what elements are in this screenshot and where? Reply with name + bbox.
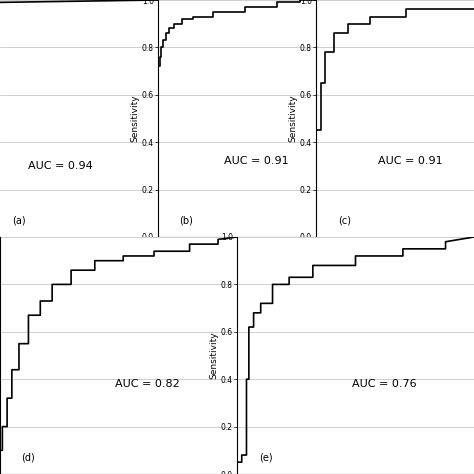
Y-axis label: Sensitivity: Sensitivity: [209, 332, 218, 379]
Text: (b): (b): [180, 215, 193, 226]
Text: AUC = 0.82: AUC = 0.82: [115, 379, 179, 389]
Y-axis label: Sensitivity: Sensitivity: [288, 95, 297, 142]
X-axis label: 1-Specificity: 1-Specificity: [51, 240, 107, 249]
Text: AUC = 0.91: AUC = 0.91: [224, 156, 288, 166]
Text: AUC = 0.91: AUC = 0.91: [378, 156, 443, 166]
Text: AUC = 0.94: AUC = 0.94: [27, 161, 92, 171]
Text: (d): (d): [21, 452, 36, 463]
Text: (e): (e): [259, 452, 272, 463]
X-axis label: 1-Specificity: 1-Specificity: [209, 253, 265, 262]
Y-axis label: Sensitivity: Sensitivity: [130, 95, 139, 142]
Text: AUC = 0.76: AUC = 0.76: [352, 379, 416, 389]
Text: (a): (a): [12, 215, 26, 226]
Text: (c): (c): [338, 215, 351, 226]
